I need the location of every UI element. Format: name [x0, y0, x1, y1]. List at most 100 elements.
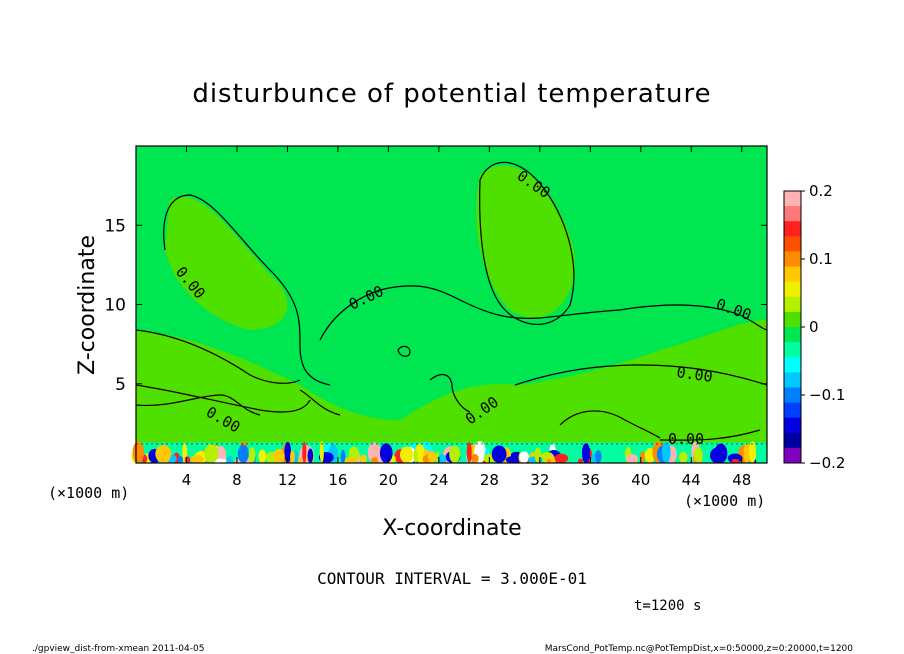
- turbulence-cell: [594, 450, 602, 463]
- turbulence-cell: [155, 444, 172, 463]
- turbulence-cell: [307, 448, 314, 463]
- footer-left: ./gpview_dist-from-xmean 2011-04-05: [32, 644, 204, 654]
- turbulence-cell: [413, 449, 418, 463]
- turbulence-cell: [177, 456, 184, 463]
- y-axis: 5 10 15: [104, 216, 767, 395]
- colorbar-segment: [784, 251, 801, 268]
- y-tick-label: 10: [104, 296, 126, 316]
- contour-interval-note: CONTOUR INTERVAL = 3.000E-01: [317, 569, 587, 588]
- colorbar-segment: [784, 357, 801, 373]
- colorbar-segment: [784, 387, 801, 404]
- colorbar-segment: [784, 206, 801, 222]
- x-tick-label: 40: [631, 471, 650, 489]
- colorbar-segment: [784, 402, 801, 419]
- turbulence-cell: [184, 456, 191, 463]
- y-axis-label: Z-coordinate: [75, 235, 100, 375]
- colorbar-segment: [784, 417, 801, 434]
- x-tick-label: 12: [278, 471, 297, 489]
- turbulence-cell: [437, 454, 447, 464]
- contour-lines: [135, 161, 768, 441]
- turbulence-cell: [399, 446, 414, 464]
- turbulence-cell: [470, 453, 479, 464]
- turbulence-cell: [132, 441, 145, 463]
- colorbar-tick-label: 0: [809, 318, 819, 336]
- turbulence-cell: [226, 455, 234, 463]
- y-tick-label: 15: [104, 216, 126, 236]
- turbulence-cell: [340, 449, 346, 463]
- time-label: t=1200 s: [634, 598, 701, 614]
- x-axis-label: X-coordinate: [382, 516, 521, 541]
- x-tick-label: 4: [182, 471, 192, 489]
- colorbar-segment: [784, 221, 801, 237]
- turbulence-cell: [625, 453, 638, 464]
- turbulence-cell: [709, 447, 724, 463]
- turbulence-cell: [693, 446, 703, 463]
- turbulence-cell: [237, 444, 249, 463]
- footer-right: MarsCond_PotTemp.nc@PotTempDist,x=0:5000…: [545, 644, 854, 654]
- x-tick-label: 16: [328, 471, 347, 489]
- turbulence-cell: [344, 457, 357, 463]
- colorbar: 0.2 0.1 0 −0.1 −0.2: [783, 182, 845, 472]
- turbulence-cell: [731, 458, 740, 464]
- turbulence-cell: [427, 451, 437, 464]
- colorbar-tick-label: −0.2: [809, 454, 845, 472]
- x-tick-label: 20: [379, 471, 398, 489]
- turbulence-cell: [581, 443, 591, 463]
- turbulence-cell: [679, 451, 688, 463]
- colorbar-segment: [784, 342, 801, 358]
- turbulence-cell: [319, 441, 324, 463]
- positive-regions: [136, 165, 767, 463]
- colorbar-segment: [784, 432, 801, 449]
- colorbar-segment: [784, 311, 801, 328]
- x-tick-label: 24: [429, 471, 448, 489]
- turbulence-cell: [248, 447, 256, 463]
- turbulence-cell: [748, 441, 757, 463]
- turbulence-cell: [273, 448, 285, 464]
- turbulence-cell: [466, 442, 472, 463]
- colorbar-segment: [784, 296, 801, 313]
- contour-label: 0.00: [675, 363, 713, 386]
- x-tick-label: 36: [581, 471, 600, 489]
- turbulence-cell: [213, 458, 227, 464]
- x-axis: 4 8 12 16 20 24 28 32 36 40 44 48: [182, 146, 751, 489]
- x-unit-left: (×1000 m): [48, 484, 129, 502]
- turbulence-cell: [554, 453, 569, 463]
- turbulence-cell: [505, 456, 518, 463]
- colorbar-segment: [784, 266, 801, 283]
- colorbar-tick-label: 0.1: [809, 250, 833, 268]
- colorbar-segment: [784, 191, 801, 207]
- x-tick-label: 8: [232, 471, 242, 489]
- turbulence-cell: [284, 441, 292, 464]
- turbulence-cell: [577, 458, 584, 463]
- x-tick-label: 48: [732, 471, 751, 489]
- x-tick-label: 32: [530, 471, 549, 489]
- turbulence-cell: [743, 442, 751, 464]
- colorbar-tick-label: 0.2: [809, 182, 833, 200]
- x-tick-label: 44: [682, 471, 701, 489]
- colorbar-segment: [784, 281, 801, 298]
- turbulence-cell: [379, 443, 393, 463]
- turbulence-cell: [491, 445, 507, 464]
- turbulence-cell: [449, 445, 461, 463]
- turbulence-cell: [258, 449, 267, 463]
- turbulence-cell: [359, 454, 367, 464]
- colorbar-segment: [784, 447, 801, 464]
- turbulence-cell: [661, 441, 671, 463]
- turbulence-cell: [519, 451, 529, 464]
- turbulence-cell: [204, 443, 219, 464]
- colorbar-segment: [784, 372, 801, 388]
- contour-label: 0.00: [668, 430, 704, 448]
- y-tick-label: 5: [115, 375, 126, 395]
- turbulence-cell: [290, 450, 295, 463]
- x-unit-right: (×1000 m): [684, 492, 765, 510]
- x-tick-label: 28: [480, 471, 499, 489]
- turbulence-cell: [546, 458, 552, 463]
- turbulence-cell: [293, 450, 299, 463]
- chart-title: disturbunce of potential temperature: [192, 79, 711, 109]
- turbulence-cell: [591, 453, 596, 463]
- turbulence-cell: [302, 441, 307, 463]
- colorbar-tick-label: −0.1: [809, 386, 845, 404]
- colorbar-segment: [784, 327, 801, 343]
- turbulence-cell: [190, 455, 204, 464]
